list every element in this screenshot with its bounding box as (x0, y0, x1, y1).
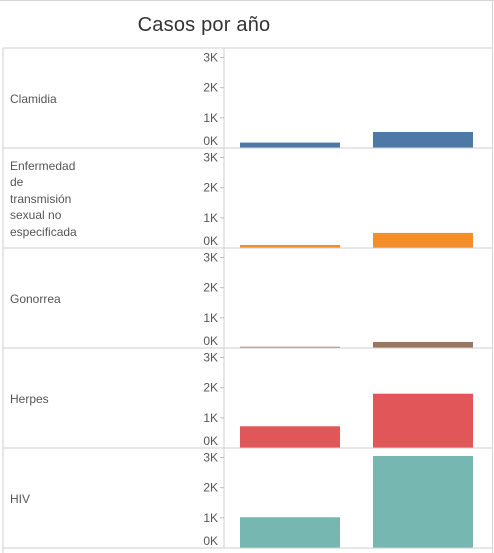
bar (240, 244, 340, 248)
y-tick-label: 2K (203, 181, 218, 195)
bar (373, 232, 473, 248)
bar (373, 393, 473, 448)
y-tick-label: 3K (203, 351, 218, 365)
category-label: Clamidia (10, 91, 90, 108)
y-tick-label: 3K (203, 151, 218, 165)
category-label-line: sexual no (10, 208, 62, 223)
y-tick-label: 1K (203, 211, 218, 225)
y-tick-label: 3K (203, 51, 218, 65)
category-label-line: HIV (10, 491, 31, 506)
y-tick-label: 2K (203, 81, 218, 95)
y-tick-label: 1K (203, 511, 218, 525)
category-label-line: especificada (10, 224, 77, 239)
y-tick-label: 2K (203, 281, 218, 295)
category-label: Gonorrea (10, 291, 90, 308)
chart-title: Casos por año (137, 14, 271, 36)
category-label: HIV (10, 491, 90, 508)
top-border (0, 0, 494, 1)
category-label: Herpes (10, 391, 90, 408)
bar (373, 456, 473, 548)
y-tick-label: 0K (203, 134, 218, 148)
y-tick-label: 0K (203, 534, 218, 548)
category-label-line: transmisión (10, 191, 72, 206)
bar (240, 517, 340, 548)
category-label-line: Clamidia (10, 91, 57, 106)
bar (240, 142, 340, 148)
y-tick-label: 1K (203, 411, 218, 425)
category-label-line: Herpes (10, 391, 49, 406)
y-tick-label: 3K (203, 251, 218, 265)
y-tick-label: 1K (203, 311, 218, 325)
category-label-line: de (10, 175, 24, 190)
bar (373, 341, 473, 348)
right-border (492, 0, 493, 553)
y-tick-label: 0K (203, 434, 218, 448)
y-tick-label: 0K (203, 334, 218, 348)
y-tick-label: 0K (203, 234, 218, 248)
y-tick-label: 2K (203, 481, 218, 495)
category-label: Enfermedad de transmisión sexual no especifi… (10, 158, 90, 241)
y-tick-label: 1K (203, 111, 218, 125)
bar (240, 426, 340, 448)
category-label-line: Gonorrea (10, 291, 61, 306)
bar (373, 132, 473, 148)
y-tick-label: 3K (203, 451, 218, 465)
category-label-line: Enfermedad (10, 158, 76, 173)
bar (240, 346, 340, 348)
y-tick-label: 2K (203, 381, 218, 395)
